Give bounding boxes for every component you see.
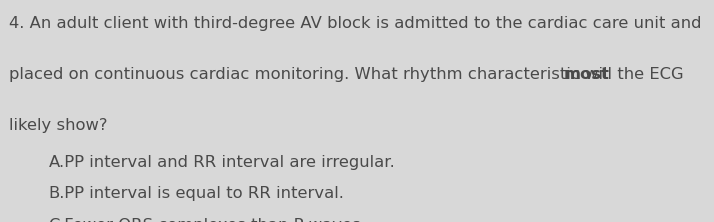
Text: Fewer QRS complexes than P waves: Fewer QRS complexes than P waves	[59, 218, 361, 222]
Text: PP interval and RR interval are irregular.: PP interval and RR interval are irregula…	[59, 155, 395, 170]
Text: most: most	[564, 67, 610, 82]
Text: placed on continuous cardiac monitoring. What rhythm characteristic will the ECG: placed on continuous cardiac monitoring.…	[9, 67, 689, 82]
Text: A.: A.	[49, 155, 65, 170]
Text: likely show?: likely show?	[9, 118, 108, 133]
Text: 4. An adult client with third-degree AV block is admitted to the cardiac care un: 4. An adult client with third-degree AV …	[9, 16, 702, 31]
Text: B.: B.	[49, 186, 65, 202]
Text: C.: C.	[49, 218, 65, 222]
Text: PP interval is equal to RR interval.: PP interval is equal to RR interval.	[59, 186, 344, 202]
